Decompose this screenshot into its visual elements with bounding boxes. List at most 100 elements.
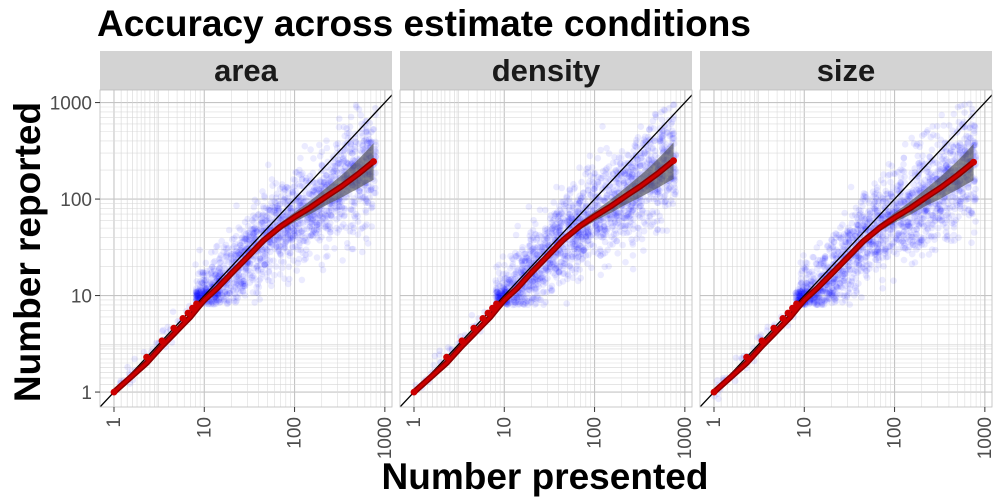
scatter-point bbox=[611, 210, 619, 218]
scatter-point bbox=[565, 272, 572, 279]
scatter-point bbox=[856, 231, 864, 239]
scatter-point bbox=[510, 296, 518, 304]
scatter-point bbox=[591, 186, 599, 193]
x-tick-label: 100 bbox=[585, 417, 606, 449]
scatter-point bbox=[509, 275, 517, 283]
scatter-point bbox=[372, 169, 379, 177]
scatter-point bbox=[847, 281, 855, 289]
scatter-point bbox=[566, 186, 574, 193]
scatter-point bbox=[853, 214, 861, 221]
scatter-point bbox=[829, 243, 837, 250]
scatter-point bbox=[533, 236, 540, 244]
scatter-point bbox=[366, 187, 373, 194]
scatter-point bbox=[942, 164, 949, 171]
scatter-point bbox=[859, 247, 867, 254]
scatter-point bbox=[660, 127, 667, 135]
scatter-point bbox=[653, 217, 661, 225]
scatter-point bbox=[890, 201, 897, 208]
scatter-point bbox=[822, 295, 829, 303]
scatter-point bbox=[332, 141, 340, 148]
scatter-point bbox=[237, 246, 244, 254]
scatter-point bbox=[322, 214, 329, 222]
scatter-point bbox=[308, 175, 315, 183]
scatter-point bbox=[334, 160, 342, 167]
scatter-point bbox=[309, 217, 317, 224]
scatter-point bbox=[852, 275, 860, 282]
scatter-point bbox=[918, 252, 926, 259]
scatter-point bbox=[263, 273, 271, 281]
scatter-point bbox=[895, 245, 903, 253]
scatter-point bbox=[310, 187, 317, 195]
scatter-point bbox=[246, 234, 253, 241]
scatter-point bbox=[344, 159, 351, 167]
scatter-point bbox=[297, 154, 304, 162]
scatter-point bbox=[857, 255, 864, 262]
scatter-point bbox=[793, 289, 800, 296]
scatter-point bbox=[260, 222, 268, 229]
scatter-point bbox=[352, 210, 360, 218]
scatter-point bbox=[845, 239, 852, 246]
scatter-point bbox=[293, 227, 301, 235]
scatter-point bbox=[331, 162, 339, 169]
scatter-point bbox=[564, 254, 572, 261]
scatter-point bbox=[232, 232, 240, 240]
scatter-point bbox=[792, 289, 800, 297]
scatter-point bbox=[314, 211, 321, 218]
scatter-point bbox=[813, 301, 820, 308]
scatter-point bbox=[345, 160, 352, 168]
scatter-point bbox=[200, 276, 207, 284]
scatter-point bbox=[808, 278, 816, 286]
scatter-point bbox=[595, 178, 602, 186]
scatter-point bbox=[559, 245, 567, 252]
scatter-point bbox=[341, 204, 348, 212]
scatter-point bbox=[872, 256, 880, 264]
scatter-point bbox=[266, 257, 274, 264]
scatter-point bbox=[506, 299, 513, 307]
scatter-point bbox=[861, 215, 868, 223]
scatter-point bbox=[629, 265, 637, 273]
scatter-point bbox=[663, 227, 671, 234]
scatter-point bbox=[266, 224, 274, 231]
scatter-point bbox=[263, 227, 270, 235]
scatter-point bbox=[563, 194, 570, 202]
scatter-point bbox=[630, 216, 637, 223]
scatter-point bbox=[309, 191, 317, 198]
scatter-point bbox=[310, 228, 317, 236]
scatter-point bbox=[957, 205, 964, 212]
scatter-point bbox=[275, 198, 282, 205]
scatter-point bbox=[569, 204, 576, 211]
scatter-point bbox=[597, 252, 604, 259]
scatter-point bbox=[658, 198, 665, 205]
scatter-point bbox=[243, 238, 251, 245]
scatter-point bbox=[657, 108, 665, 116]
scatter-point bbox=[865, 199, 873, 207]
scatter-point bbox=[594, 230, 601, 237]
scatter-point bbox=[233, 279, 241, 287]
scatter-point bbox=[276, 242, 283, 249]
scatter-point bbox=[212, 278, 219, 285]
scatter-point bbox=[830, 276, 837, 283]
scatter-point bbox=[637, 123, 645, 130]
scatter-point bbox=[603, 194, 611, 202]
scatter-point bbox=[256, 227, 263, 234]
scatter-point bbox=[646, 126, 653, 133]
scatter-point bbox=[870, 204, 877, 211]
scatter-point bbox=[908, 169, 915, 177]
scatter-point bbox=[527, 229, 534, 236]
scatter-point bbox=[299, 249, 307, 257]
scatter-point bbox=[657, 217, 665, 224]
scatter-point bbox=[799, 286, 807, 294]
scatter-point bbox=[928, 158, 935, 165]
scatter-point bbox=[261, 261, 268, 268]
scatter-point bbox=[249, 289, 257, 296]
scatter-point bbox=[610, 187, 618, 194]
scatter-point bbox=[933, 132, 941, 140]
scatter-point bbox=[266, 263, 273, 270]
scatter-point bbox=[246, 260, 253, 267]
scatter-point bbox=[895, 201, 902, 208]
scatter-point bbox=[215, 255, 223, 263]
scatter-point bbox=[880, 179, 888, 187]
scatter-point bbox=[661, 198, 669, 206]
scatter-point bbox=[555, 212, 563, 220]
scatter-point bbox=[564, 252, 571, 260]
